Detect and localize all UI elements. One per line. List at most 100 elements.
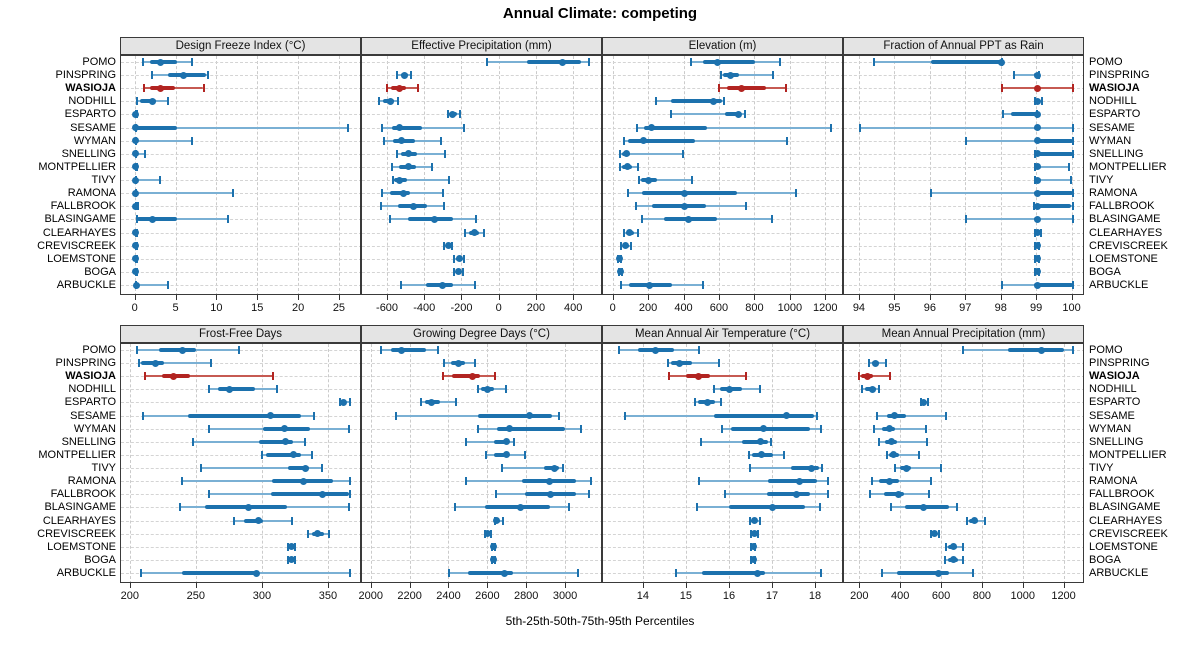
gridline-horizontal [121,232,360,234]
whisker-cap [485,58,488,66]
gridline-horizontal [844,454,1083,456]
gridline-vertical [257,56,259,294]
whisker-cap [142,58,145,66]
site-label-left-creviscreek: CREVISCREEK [37,239,116,252]
median-dot-montpellier [289,451,297,459]
whisker-cap [430,162,433,171]
iqr-bar-sesame [135,125,177,130]
axis-tick [754,295,756,300]
whisker-cap [786,136,789,145]
axis-tick-label: 2600 [475,590,500,602]
whisker-cap [965,516,968,525]
median-dot-tivy [644,176,652,184]
gridline-vertical [1036,56,1038,294]
gridline-vertical [448,344,450,582]
whisker-cap [400,281,403,289]
whisker-cap [276,385,279,394]
whisker-cap [724,490,727,499]
panel-strip-design-freeze-index-c: Design Freeze Index (°C) [120,37,361,55]
whisker-cap [719,398,722,407]
iqr-bar-sesame [478,413,552,418]
whisker-cap [634,202,637,211]
median-dot-esparto [448,110,456,118]
median-dot-clearhayes [493,517,501,525]
panel-plot-elevation-m [602,55,843,295]
whisker-cap [389,215,392,224]
site-label-right-sesame: SESAME [1089,409,1135,422]
median-dot-arbuckle [935,569,943,577]
percentile-whisker-wasioja [145,375,274,378]
percentile-whisker-ramona [698,480,829,483]
axis-tick-label: 200 [850,590,869,602]
iqr-bar-snelling [258,439,294,444]
panel-strip-frost-free-days: Frost-Free Days [120,325,361,343]
whisker-cap [681,149,684,158]
median-dot-ramona [545,477,553,485]
gridline-vertical [900,344,902,582]
median-dot-wyman [886,425,894,433]
median-dot-fallbrook [318,490,326,498]
iqr-bar-pomo [158,348,196,352]
whisker-cap [512,437,515,446]
gridline-horizontal [362,350,601,351]
median-dot-sesame [890,412,898,420]
axis-tick-label: 94 [852,302,866,314]
whisker-cap [310,450,313,459]
gridline-horizontal [844,376,1083,378]
gridline-vertical [894,56,896,294]
median-dot-clearhayes [970,517,978,525]
median-dot-blasingame [1033,215,1041,223]
whisker-cap [463,228,466,237]
whisker-cap [484,450,487,459]
whisker-cap [972,569,975,577]
whisker-cap [207,71,210,80]
whisker-cap [442,189,445,198]
gridline-horizontal [844,75,1083,77]
site-label-right-creviscreek: CREVISCREEK [1089,239,1168,252]
iqr-bar-nodhill [217,387,255,392]
panel-strip-mean-annual-precipitation-mm: Mean Annual Precipitation (mm) [843,325,1084,343]
whisker-cap [878,437,881,446]
site-label-left-montpellier: MONTPELLIER [38,448,116,461]
iqr-bar-snelling [742,439,769,444]
site-label-right-tivy: TIVY [1089,462,1114,475]
median-dot-ramona [796,477,804,485]
whisker-cap [1000,84,1003,93]
whisker-cap [135,215,138,224]
gridline-vertical [129,344,131,582]
gridline-horizontal [121,258,360,260]
gridline-horizontal [121,533,360,535]
whisker-cap [501,516,504,525]
site-label-left-pinspring: PINSPRING [55,357,116,370]
whisker-cap [1069,176,1072,185]
whisker-cap [929,189,932,198]
axis-tick [728,583,730,588]
gridline-horizontal [844,494,1083,496]
percentile-whisker-snelling [879,440,928,443]
panel-plot-effective-precipitation-mm [361,55,602,295]
site-label-left-esparto: ESPARTO [64,108,116,121]
whisker-cap [745,372,748,381]
whisker-cap [1071,149,1074,158]
site-label-right-loemstone: LOEMSTONE [1089,252,1158,265]
whisker-cap [260,450,263,459]
iqr-bar-sesame [714,413,814,418]
whisker-cap [886,450,889,459]
gridline-horizontal [121,180,360,182]
gridline-horizontal [603,153,842,155]
median-dot-loemstone [615,255,623,263]
median-dot-snelling [502,438,510,446]
whisker-cap [620,241,623,250]
gridline-horizontal [844,153,1083,155]
axis-tick [1063,583,1065,588]
median-dot-creviscreek [444,242,452,250]
axis-tick-label: 15 [679,590,693,602]
axis-tick-label: 3000 [552,590,578,602]
site-label-right-ramona: RAMONA [1089,187,1138,200]
median-dot-snelling [404,150,412,158]
gridline-horizontal [844,285,1083,286]
site-label-right-boga: BOGA [1089,265,1121,278]
whisker-cap [1013,71,1016,80]
median-dot-ramona [681,189,689,197]
axis-tick-label: 400 [563,302,583,314]
